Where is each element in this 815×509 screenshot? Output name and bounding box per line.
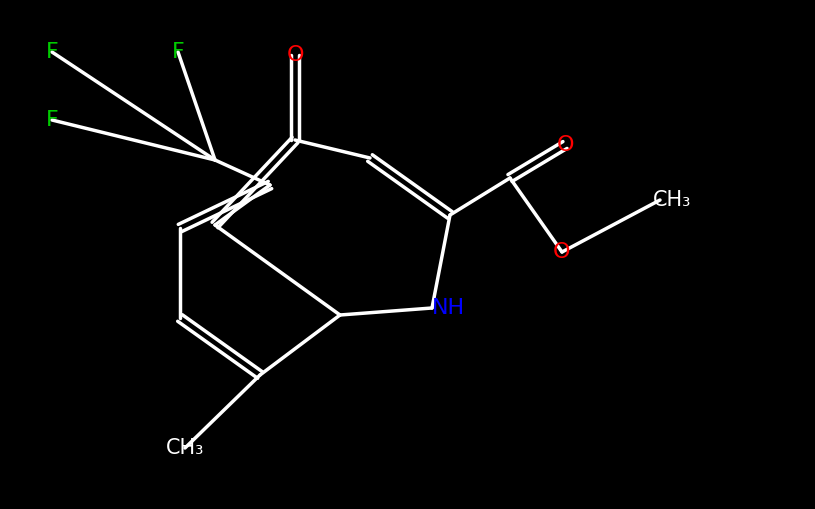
Text: F: F <box>172 42 184 62</box>
Text: O: O <box>553 242 570 262</box>
Text: CH₃: CH₃ <box>653 190 691 210</box>
Text: F: F <box>46 110 59 130</box>
Text: O: O <box>286 45 304 65</box>
Text: CH₃: CH₃ <box>165 438 205 458</box>
Text: NH: NH <box>432 298 465 318</box>
Text: O: O <box>557 135 574 155</box>
Text: F: F <box>46 42 59 62</box>
